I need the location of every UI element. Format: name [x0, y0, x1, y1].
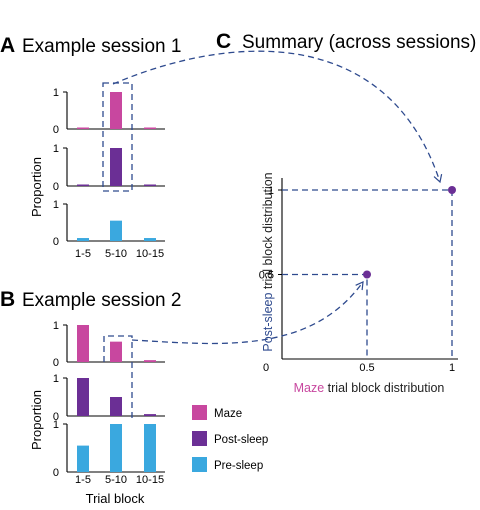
- panel-c-xlabel-rest: trial block distribution: [324, 381, 444, 395]
- panel-c-letter: C: [216, 30, 231, 53]
- panel-a-bar-maze-5-10: [110, 92, 122, 129]
- panel-a-highlight-box: [102, 82, 133, 192]
- panel-a-x-tick-label: 5-10: [105, 248, 127, 260]
- panel-c-ylabel-highlight: Post-sleep: [261, 293, 275, 352]
- panel-a-letter: A: [0, 34, 15, 57]
- panel-b-x-tick-label: 5-10: [105, 474, 127, 486]
- panel-c-y-tick-label: 0.5: [259, 270, 274, 282]
- legend-label-maze: Maze: [214, 408, 242, 420]
- legend: Maze Post-sleep Pre-sleep: [192, 405, 268, 472]
- panel-c-x-tick-label: 0.5: [359, 362, 374, 374]
- panel-a-bar-post-sleep-1-5: [77, 184, 89, 186]
- panel-a-bar-maze-10-15: [144, 127, 156, 129]
- panel-a-y-tick-label: 1: [53, 87, 59, 99]
- panel-b-y-tick-label: 1: [53, 373, 59, 385]
- panel-a-x-tick-label: 1-5: [75, 248, 91, 260]
- panel-b-bar-maze-10-15: [144, 360, 156, 362]
- panel-c-guide-line: [282, 273, 368, 359]
- panel-c-plot: 0 0.5 0.5 1 1: [259, 178, 458, 374]
- panel-a-bar-post-sleep-5-10: [110, 148, 122, 186]
- panel-a-minichart-maze: 10: [53, 87, 165, 136]
- panel-a-bar-post-sleep-10-15: [144, 184, 156, 186]
- panel-b-minichart-maze: 10: [53, 320, 165, 369]
- panel-b-bar-post-sleep-5-10: [110, 397, 122, 416]
- legend-label-pre-sleep: Pre-sleep: [214, 460, 263, 472]
- panel-b-bar-maze-1-5: [77, 325, 89, 362]
- legend-swatch-post-sleep: [192, 431, 207, 446]
- panel-c-point-2: [448, 186, 456, 194]
- panel-c-point-1: [363, 270, 371, 279]
- panel-a-y-tick-label: 1: [53, 143, 59, 155]
- panel-b-y-tick-label: 0: [53, 467, 59, 479]
- panel-b-letter: B: [0, 288, 15, 311]
- panel-c-x-tick-label: 1: [449, 362, 455, 374]
- arrow-session2-to-summary: [131, 281, 364, 345]
- panel-c-ylabel: Post-sleep trial block distribution: [261, 172, 275, 351]
- panel-b-bar-maze-5-10: [110, 341, 122, 362]
- panel-b-ylabel: Proportion: [29, 390, 44, 450]
- panel-b-x-tick-label: 10-15: [136, 474, 164, 486]
- arrow-session1-to-summary: [112, 50, 443, 184]
- panel-a-x-tick-label: 10-15: [136, 248, 164, 260]
- panel-c-ylabel-rest: trial block distribution: [261, 172, 275, 292]
- panel-b-bar-pre-sleep-10-15: [144, 424, 156, 472]
- panel-a-bar-pre-sleep-10-15: [144, 238, 156, 241]
- panel-c-title: Summary (across sessions): [242, 32, 476, 53]
- panel-c-origin-label: 0: [263, 362, 269, 374]
- panel-b-bar-pre-sleep-5-10: [110, 424, 122, 472]
- panel-a-y-tick-label: 0: [53, 236, 59, 248]
- panel-b-x-tick-label: 1-5: [75, 474, 91, 486]
- panel-b-bar-pre-sleep-1-5: [77, 445, 89, 472]
- panel-a-bar-pre-sleep-5-10: [110, 220, 122, 241]
- panel-a-minichart-pre-sleep: 10: [53, 199, 165, 248]
- panel-b-minichart-post-sleep: 10: [53, 373, 165, 423]
- panel-c-xlabel-highlight: Maze: [294, 381, 325, 395]
- panel-b-minichart-pre-sleep: 10: [53, 419, 165, 479]
- legend-label-post-sleep: Post-sleep: [214, 434, 268, 446]
- legend-swatch-maze: [192, 405, 207, 420]
- panel-c-xlabel: Maze trial block distribution: [294, 381, 445, 395]
- panel-a-title: Example session 1: [22, 36, 181, 57]
- panel-b-y-tick-label: 1: [53, 320, 59, 332]
- legend-swatch-pre-sleep: [192, 457, 207, 472]
- panel-a-ylabel: Proportion: [29, 157, 44, 217]
- panel-b-bar-post-sleep-10-15: [144, 414, 156, 416]
- panel-b-xlabel: Trial block: [86, 491, 145, 506]
- panel-b-y-tick-label: 0: [53, 357, 59, 369]
- panel-b-highlight-box: [103, 335, 133, 420]
- panel-b-y-tick-label: 0: [53, 411, 59, 423]
- panel-a-minichart-post-sleep: 10: [53, 143, 165, 193]
- panel-b-bar-post-sleep-1-5: [77, 378, 89, 416]
- panel-a-y-tick-label: 1: [53, 199, 59, 211]
- panel-a-bar-maze-1-5: [77, 127, 89, 129]
- panel-c-y-tick-label: 1: [268, 185, 274, 197]
- panel-a-y-tick-label: 0: [53, 124, 59, 136]
- panel-a-bar-pre-sleep-1-5: [77, 238, 89, 241]
- panel-b-title: Example session 2: [22, 290, 181, 311]
- panel-b-y-tick-label: 1: [53, 419, 59, 431]
- panel-a-y-tick-label: 0: [53, 181, 59, 193]
